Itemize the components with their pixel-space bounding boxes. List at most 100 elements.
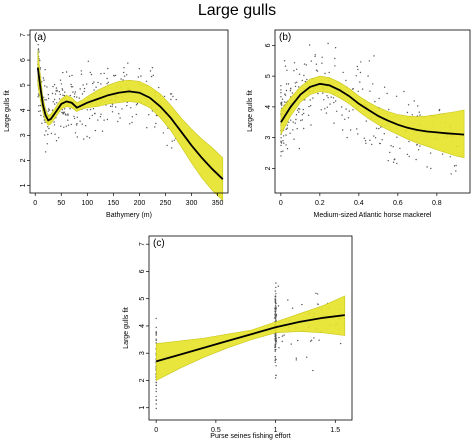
scatter-point: [347, 117, 350, 119]
x-tick-label: 100: [81, 200, 93, 207]
scatter-point: [62, 94, 64, 96]
scatter-point: [286, 124, 289, 126]
scatter-point: [317, 303, 319, 306]
scatter-point: [441, 153, 444, 155]
scatter-point: [275, 282, 277, 284]
scatter-point: [415, 158, 417, 161]
scatter-point: [285, 134, 287, 136]
scatter-point: [341, 106, 343, 108]
scatter-point: [392, 146, 394, 148]
scatter-point: [58, 137, 60, 139]
scatter-point: [80, 70, 83, 72]
scatter-point: [127, 62, 129, 64]
scatter-point: [344, 118, 346, 121]
scatter-point: [394, 158, 396, 160]
scatter-point: [294, 82, 296, 84]
scatter-point: [419, 114, 421, 116]
scatter-point: [130, 107, 132, 109]
scatter-point: [378, 97, 380, 100]
scatter-point: [275, 302, 277, 304]
scatter-point: [72, 86, 74, 88]
scatter-point: [37, 93, 40, 95]
y-tick-label: 3: [20, 133, 27, 137]
scatter-point: [282, 135, 285, 137]
scatter-point: [155, 403, 157, 405]
scatter-point: [69, 108, 71, 110]
y-tick-label: 7: [20, 33, 27, 37]
scatter-point: [274, 349, 276, 351]
scatter-point: [332, 97, 335, 99]
scatter-point: [292, 129, 294, 131]
scatter-point: [359, 71, 362, 74]
scatter-point: [281, 101, 283, 103]
scatter-point: [38, 51, 40, 53]
scatter-point: [416, 143, 418, 146]
scatter-point: [82, 84, 84, 86]
scatter-point: [297, 86, 300, 88]
scatter-point: [360, 61, 362, 63]
scatter-point: [318, 339, 320, 341]
scatter-point: [321, 62, 323, 64]
scatter-point: [70, 83, 72, 86]
scatter-point: [386, 92, 388, 95]
scatter-point: [307, 114, 310, 117]
scatter-point: [67, 124, 70, 126]
scatter-point: [327, 42, 329, 45]
scatter-point: [113, 74, 115, 77]
scatter-point: [284, 94, 287, 96]
x-tick-label: 0.8: [432, 200, 442, 207]
scatter-point: [278, 336, 280, 339]
y-tick-label: 4: [20, 108, 27, 112]
scatter-point: [295, 118, 297, 121]
scatter-point: [50, 132, 53, 135]
scatter-point: [274, 317, 276, 320]
scatter-point: [285, 83, 288, 85]
scatter-point: [106, 83, 108, 85]
scatter-point: [117, 120, 119, 123]
scatter-point: [76, 116, 79, 119]
scatter-point: [86, 83, 88, 85]
scatter-point: [284, 101, 286, 103]
y-tick-label: 1: [20, 183, 27, 187]
scatter-point: [55, 140, 58, 142]
scatter-point: [94, 112, 96, 115]
scatter-point: [449, 156, 451, 158]
scatter-point: [280, 151, 282, 153]
scatter-point: [285, 144, 287, 146]
scatter-point: [85, 125, 87, 127]
scatter-point: [315, 63, 318, 65]
scatter-point: [88, 137, 91, 139]
scatter-point: [94, 129, 97, 132]
scatter-point: [345, 79, 347, 82]
scatter-point: [63, 126, 65, 128]
scatter-point: [275, 365, 277, 367]
scatter-point: [334, 65, 336, 67]
x-tick-label: 0.6: [393, 200, 403, 207]
scatter-point: [285, 128, 287, 130]
scatter-point: [315, 292, 317, 294]
scatter-point: [155, 326, 157, 329]
scatter-point: [378, 127, 380, 130]
scatter-point: [87, 60, 90, 62]
scatter-point: [429, 152, 432, 154]
scatter-point: [406, 153, 409, 156]
scatter-point: [392, 161, 395, 163]
scatter-point: [62, 113, 64, 115]
x-axis-label: Medium-sized Atlantic horse mackerel: [314, 212, 432, 219]
scatter-point: [65, 125, 68, 127]
scatter-point: [107, 81, 110, 84]
scatter-point: [327, 97, 329, 99]
scatter-point: [71, 74, 73, 77]
scatter-point: [293, 138, 295, 140]
scatter-point: [286, 127, 289, 129]
scatter-point: [290, 87, 292, 90]
scatter-point: [417, 149, 420, 151]
y-tick-label: 1: [139, 406, 146, 410]
scatter-point: [100, 113, 102, 116]
scatter-point: [83, 90, 85, 93]
scatter-point: [48, 127, 50, 130]
scatter-point: [336, 110, 338, 113]
scatter-point: [37, 96, 39, 98]
scatter-point: [81, 123, 83, 125]
scatter-point: [38, 105, 40, 107]
